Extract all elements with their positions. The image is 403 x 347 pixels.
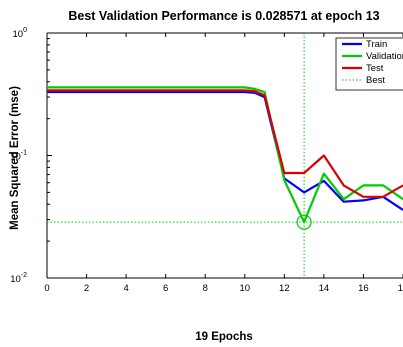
series-line-train xyxy=(47,90,403,211)
x-tick-label: 10 xyxy=(239,283,250,294)
y-tick-exponent: -2 xyxy=(21,272,27,279)
y-tick-base: 10 xyxy=(13,29,24,40)
y-tick-exponent: 0 xyxy=(23,27,27,34)
y-tick-label: 100 xyxy=(13,27,28,40)
legend-label-best: Best xyxy=(366,75,385,86)
y-tick-label: 10-2 xyxy=(10,272,27,285)
legend-box xyxy=(335,37,403,91)
x-tick-label: 8 xyxy=(203,283,208,294)
chart-title: Best Validation Performance is 0.028571 … xyxy=(68,9,379,23)
legend-label-train: Train xyxy=(366,39,387,50)
y-tick-base: 10 xyxy=(10,274,21,285)
x-tick-label: 14 xyxy=(319,283,330,294)
y-tick-exponent: -1 xyxy=(21,150,27,157)
best-point-marker xyxy=(296,214,312,230)
x-tick-label: 18 xyxy=(398,283,403,294)
best-epoch-markers xyxy=(47,33,403,278)
series-lines xyxy=(47,86,403,224)
series-line-test xyxy=(47,89,403,198)
x-tick-label: 0 xyxy=(44,283,49,294)
x-tick-label: 16 xyxy=(358,283,369,294)
y-tick-label: 10-1 xyxy=(10,150,27,163)
x-axis-label: 19 Epochs xyxy=(195,331,253,343)
x-tick-label: 2 xyxy=(84,283,89,294)
x-tick-label: 12 xyxy=(279,283,290,294)
x-axis-ticks: 0 2 4 6 8 10 12 14 16 18 xyxy=(44,33,403,294)
y-axis-label: Mean Squared Error (mse) xyxy=(9,86,21,230)
series-line-validation xyxy=(47,86,403,224)
legend-label-test: Test xyxy=(366,63,384,74)
x-tick-label: 4 xyxy=(123,283,128,294)
legend-label-validation: Validation xyxy=(366,51,403,62)
x-tick-label: 6 xyxy=(163,283,168,294)
y-tick-base: 10 xyxy=(10,152,21,163)
